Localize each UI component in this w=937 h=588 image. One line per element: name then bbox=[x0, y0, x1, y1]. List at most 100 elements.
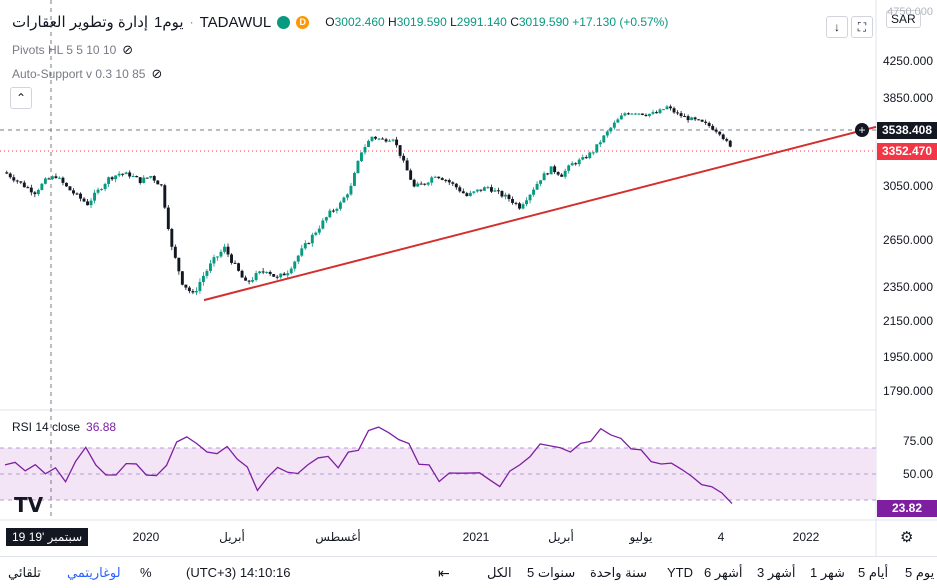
candle-body bbox=[405, 160, 409, 171]
candle-body bbox=[216, 256, 219, 258]
percent-toggle[interactable]: % bbox=[140, 565, 152, 580]
candle-body bbox=[282, 273, 286, 276]
candle-body bbox=[612, 122, 616, 128]
candle-body bbox=[567, 165, 571, 171]
candle-body bbox=[36, 189, 40, 195]
tradingview-logo-icon[interactable]: 𝗧𝗩 bbox=[14, 495, 44, 517]
candle-body bbox=[433, 176, 437, 178]
symbol-legend: إدارة وتطوير العقارات يوم1 · TADAWUL D O… bbox=[12, 13, 669, 32]
range-button[interactable]: 3 أشهر bbox=[757, 565, 796, 580]
time-tick: يوليو bbox=[629, 530, 653, 544]
range-button[interactable]: سنة واحدة bbox=[590, 565, 647, 580]
candle-body bbox=[507, 194, 511, 200]
timezone-button[interactable]: (UTC+3) 14:10:16 bbox=[186, 565, 290, 580]
candle-body bbox=[514, 202, 518, 204]
candle-body bbox=[47, 178, 51, 180]
fullscreen-icon[interactable]: ⛶ bbox=[851, 16, 873, 38]
candle-body bbox=[584, 157, 588, 159]
crosshair-plus-icon[interactable] bbox=[855, 123, 869, 137]
candle-body bbox=[342, 197, 346, 203]
candle-body bbox=[268, 271, 272, 275]
candle-body bbox=[163, 185, 167, 208]
auto-toggle[interactable]: تلقائي bbox=[8, 565, 41, 580]
candle-body bbox=[637, 113, 641, 115]
candle-body bbox=[640, 113, 644, 115]
candle-body bbox=[40, 183, 44, 190]
candle-body bbox=[180, 271, 184, 285]
candle-body bbox=[511, 199, 514, 203]
auto-support-legend[interactable]: Auto-Support v 0.3 10 85 ⊘ bbox=[12, 66, 162, 82]
candle-body bbox=[430, 177, 434, 183]
delay-badge: D bbox=[296, 15, 310, 29]
candle-body bbox=[595, 144, 599, 153]
range-button[interactable]: يوم 5 bbox=[905, 565, 935, 580]
eye-hidden-icon[interactable]: ⊘ bbox=[122, 42, 134, 57]
price-change: +17.130 (+0.57%) bbox=[572, 15, 669, 29]
candle-body bbox=[75, 193, 79, 195]
date-range-icon[interactable]: ⇤ bbox=[438, 565, 450, 581]
candle-body bbox=[72, 190, 75, 194]
bottom-toolbar: يوم 5 أيام 5 1 شهر 3 أشهر 6 أشهر YTD سنة… bbox=[0, 556, 937, 588]
currency-badge[interactable]: SAR bbox=[886, 10, 921, 28]
candle-body bbox=[100, 189, 104, 191]
candle-body bbox=[563, 170, 567, 177]
price-tick: 2150.000 bbox=[882, 314, 933, 328]
candle-body bbox=[581, 157, 585, 160]
candle-body bbox=[254, 273, 258, 280]
range-button[interactable]: 6 أشهر bbox=[704, 565, 743, 580]
chart-canvas[interactable]: + bbox=[0, 0, 937, 556]
candle-body bbox=[728, 140, 732, 147]
exchange[interactable]: TADAWUL bbox=[199, 13, 272, 31]
pivots-label: Pivots HL 5 5 10 10 bbox=[12, 43, 117, 57]
candle-body bbox=[201, 275, 205, 283]
candle-body bbox=[374, 136, 377, 139]
candle-body bbox=[451, 182, 455, 184]
range-button[interactable]: 1 شهر bbox=[810, 565, 845, 580]
candle-body bbox=[307, 243, 311, 245]
candle-body bbox=[265, 271, 269, 273]
candle-body bbox=[296, 255, 300, 262]
candle-body bbox=[230, 254, 233, 263]
range-button[interactable]: الكل bbox=[487, 565, 512, 580]
candle-body bbox=[626, 113, 630, 115]
range-button[interactable]: YTD bbox=[667, 565, 693, 580]
candle-body bbox=[131, 176, 135, 178]
candle-body bbox=[135, 176, 139, 178]
candle-body bbox=[711, 125, 715, 130]
candle-body bbox=[560, 174, 564, 177]
candle-body bbox=[237, 263, 241, 271]
range-button[interactable]: 5 سنوات bbox=[527, 565, 576, 580]
collapse-legend-button[interactable]: ⌃ bbox=[10, 87, 32, 109]
pivots-legend[interactable]: Pivots HL 5 5 10 10 ⊘ bbox=[12, 42, 133, 58]
candle-body bbox=[12, 177, 16, 181]
log-toggle[interactable]: لوغاريتمي bbox=[67, 565, 121, 580]
time-tick: 2021 bbox=[462, 530, 490, 544]
candle-body bbox=[725, 139, 729, 141]
interval[interactable]: يوم1 bbox=[154, 14, 184, 31]
candle-body bbox=[89, 200, 93, 206]
rsi-legend[interactable]: RSI 14 close 36.88 bbox=[12, 420, 116, 434]
candle-body bbox=[658, 109, 662, 114]
candle-body bbox=[166, 207, 170, 230]
candle-body bbox=[644, 114, 648, 116]
candle-body bbox=[496, 190, 500, 192]
candle-body bbox=[468, 192, 472, 197]
eye-hidden-icon[interactable]: ⊘ bbox=[151, 66, 163, 81]
download-icon[interactable]: ↓ bbox=[826, 16, 848, 38]
candle-body bbox=[651, 112, 655, 114]
time-tick: أبريل bbox=[219, 530, 245, 544]
candle-body bbox=[690, 117, 694, 121]
settings-gear-icon[interactable]: ⚙ bbox=[900, 529, 914, 546]
symbol-name[interactable]: إدارة وتطوير العقارات bbox=[12, 14, 149, 31]
candle-body bbox=[535, 183, 539, 190]
range-button[interactable]: أيام 5 bbox=[858, 565, 889, 580]
plus-glyph: + bbox=[858, 123, 865, 137]
time-tick: 2020 bbox=[132, 530, 160, 544]
candle-body bbox=[616, 119, 620, 123]
candle-body bbox=[142, 177, 146, 183]
time-tick: 4 bbox=[717, 530, 725, 544]
rsi-label: RSI 14 close bbox=[12, 420, 81, 434]
candle-body bbox=[128, 172, 132, 177]
candle-body bbox=[8, 173, 12, 178]
candle-body bbox=[54, 176, 58, 179]
